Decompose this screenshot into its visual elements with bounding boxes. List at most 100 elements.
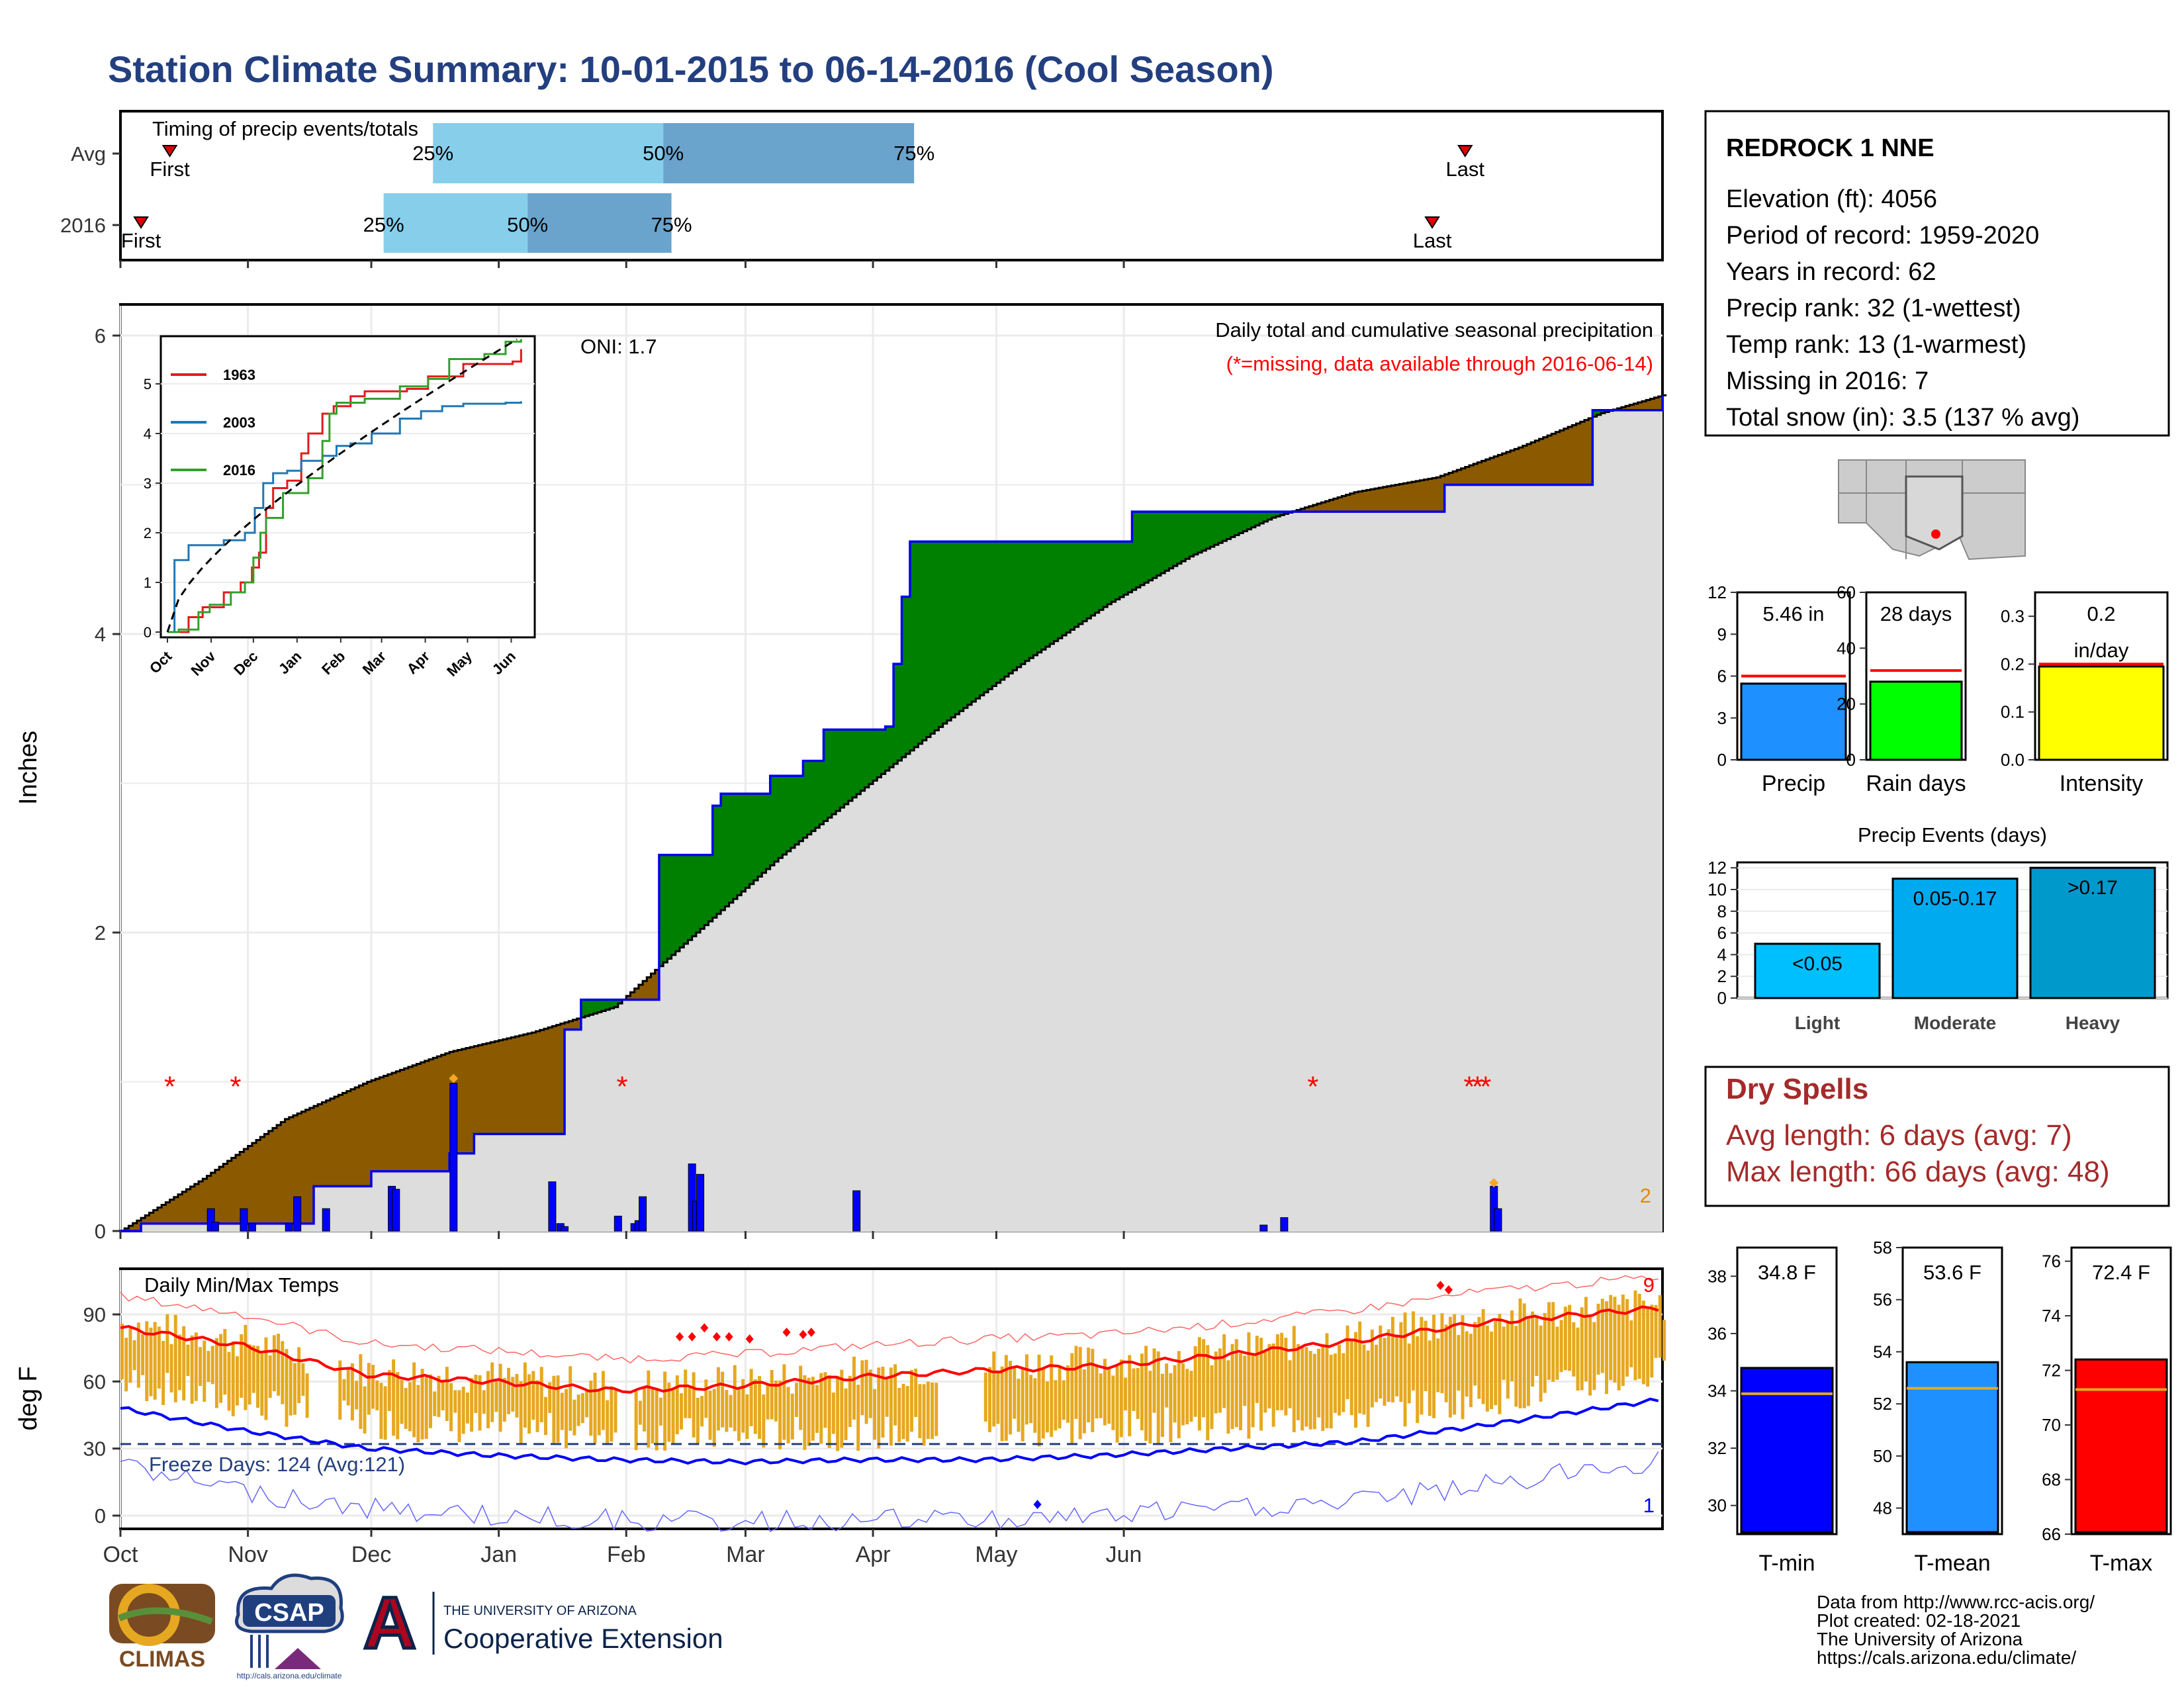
inset-series-line [167,339,522,633]
daily-temp-bar [346,1367,350,1406]
below-average-area [161,1205,166,1224]
daily-temp-bar [256,1346,260,1408]
daily-temp-bar [1428,1340,1432,1416]
above-average-area [721,794,725,911]
below-average-area [309,1107,314,1224]
below-average-area [1539,439,1544,485]
inset-ytick-label: 3 [144,475,152,492]
below-average-area [1514,449,1520,485]
above-average-area [1239,512,1244,533]
daily-temp-bar [1066,1365,1070,1423]
daily-temp-bar [909,1369,913,1432]
below-average-area [445,1053,450,1171]
events-tick-label: 4 [1717,944,1727,964]
credit-line: https://cals.arizona.edu/climate/ [1817,1647,2076,1668]
temp-bar-value: 34.8 F [1758,1261,1816,1284]
above-average-area [1140,512,1145,586]
temp-bar-tick-label: 50 [1873,1446,1892,1466]
above-average-area [1185,512,1191,559]
daily-temp-bar [799,1365,803,1430]
last-marker [1424,216,1440,229]
daily-temp-bar [1214,1351,1218,1414]
daily-temp-bar [1239,1353,1242,1430]
above-average-area [696,854,701,933]
above-average-area [996,541,1001,683]
above-average-area [988,541,993,690]
daily-temp-bar [264,1337,268,1420]
events-bar [1891,878,2019,999]
above-average-area [617,999,623,1004]
above-average-area [1234,512,1240,535]
below-average-area [1629,404,1635,410]
temp-bar-label: T-mean [1914,1551,1990,1576]
below-average-area [565,1022,569,1030]
above-average-area [963,541,968,708]
daily-temp-bar [1325,1333,1329,1428]
daily-temp-bar [1136,1368,1140,1419]
ua-logo-letter: A [363,1582,416,1664]
below-average-area [543,1028,549,1134]
daily-temp-bar [931,1383,934,1440]
above-average-area [1095,541,1100,613]
summary-bar-tick-label: 0.3 [2001,606,2025,626]
first-label: First [121,229,161,252]
below-average-area [576,1019,582,1030]
daily-temp-bar [231,1341,235,1416]
daily-temp-bar [157,1326,161,1389]
above-average-area [864,729,870,788]
above-average-area [659,854,664,966]
below-average-area [1395,484,1400,512]
below-average-area [511,1037,516,1134]
below-average-area [1312,504,1318,512]
daily-temp-bar [1128,1355,1132,1437]
above-average-area [741,794,747,891]
above-average-area [1181,512,1186,561]
daily-temp-bar [1185,1369,1189,1425]
above-average-area [1165,512,1169,571]
above-average-area [918,541,923,744]
events-bar-label: Heavy [2066,1013,2120,1033]
daily-temp-bar [643,1386,647,1432]
below-average-area [1358,491,1363,512]
daily-temp-bar [161,1341,165,1405]
below-average-area [424,1060,430,1171]
daily-temp-bar [1255,1336,1259,1403]
below-average-area [1300,508,1306,512]
below-average-area [392,1072,396,1171]
below-average-area [322,1102,327,1187]
below-average-area [655,970,660,1000]
above-average-area [823,729,829,821]
summary-bars: 0 3 6 9 12 5.46 in Precip 0 20 40 60 28 days Rain da… [1707,582,2169,796]
below-average-area [482,1044,487,1134]
daily-temp-bar [285,1349,289,1427]
above-average-area [1033,541,1038,656]
daily-temp-bar [359,1354,363,1430]
daily-temp-bar [1629,1320,1633,1367]
daily-temp-bar [1140,1353,1144,1431]
below-average-area [1658,396,1663,410]
station-line: Elevation (ft): 4056 [1726,185,1937,213]
timing-panel: Timing of precip events/totals 25% 50% 75%… [60,110,1664,268]
daily-temp-bar [482,1390,486,1414]
above-average-area [790,776,796,848]
above-average-area [1066,541,1071,633]
below-average-area [523,1034,528,1134]
daily-precip-bar [240,1208,248,1232]
daily-temp-bar [1062,1380,1066,1420]
above-average-area [979,541,985,696]
first-marker [161,145,178,158]
daily-temp-bar [1234,1339,1238,1428]
missing-marker: * [1307,1071,1318,1103]
record-high-marker [799,1330,807,1340]
below-average-area [1494,456,1499,485]
above-average-area [614,999,619,1007]
daily-temp-bar [856,1385,860,1451]
daily-temp-bar [606,1400,610,1445]
precip-ytick-label: 0 [95,1220,106,1243]
above-average-area [1169,512,1174,569]
above-average-area [1009,541,1013,674]
daily-temp-bar [1432,1314,1436,1418]
above-average-area [909,541,915,751]
above-average-area [1271,512,1277,518]
daily-temp-bar [1485,1325,1489,1412]
